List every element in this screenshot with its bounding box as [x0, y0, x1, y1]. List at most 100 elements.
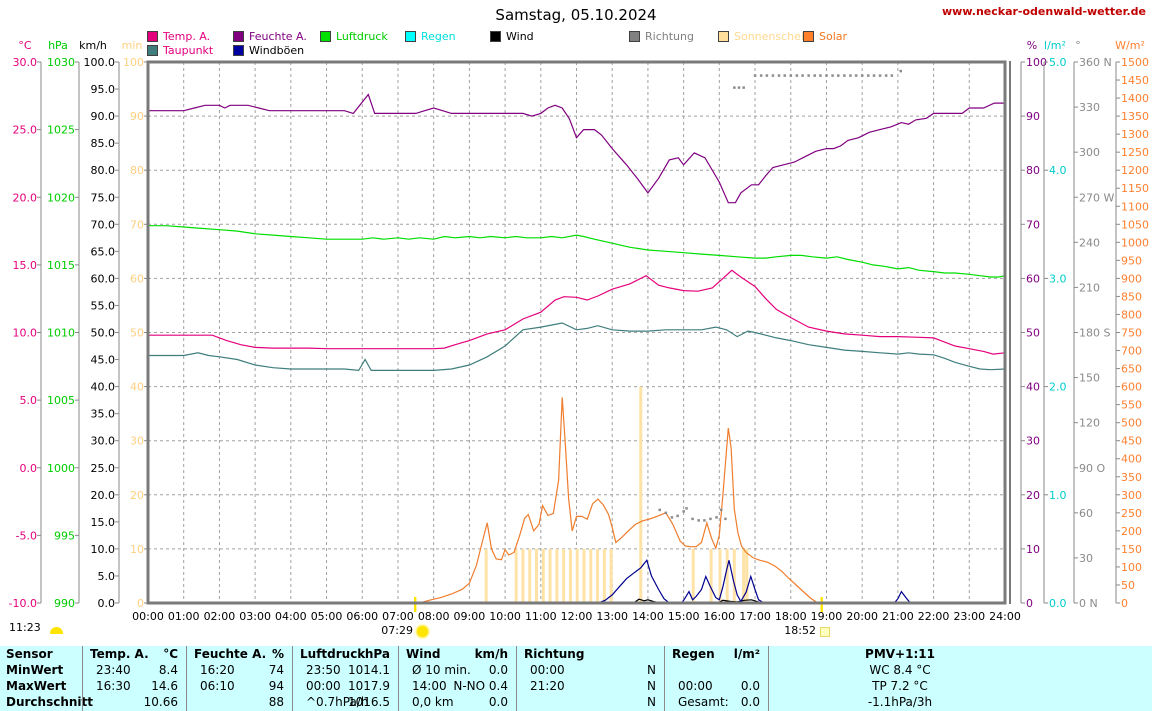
- page-title: Samstag, 05.10.2024: [495, 6, 657, 24]
- axis-tick-label: 80: [1026, 164, 1040, 177]
- legend-label: Temp. A.: [163, 30, 211, 43]
- axis-tick-label: 450: [1121, 435, 1142, 448]
- day-length-label: 11:23: [9, 621, 41, 634]
- axis-tick-label: 500: [1121, 417, 1142, 430]
- series-richtung-dot: [742, 86, 745, 89]
- axis-tick-label: 750: [1121, 327, 1142, 340]
- series-richtung-dot: [783, 74, 786, 77]
- axis-tick-label: 250: [1121, 507, 1142, 520]
- table-cell-time: 00:00: [678, 679, 713, 693]
- table-cell-value: N: [647, 679, 656, 693]
- x-tick-label: 05:00: [311, 610, 343, 623]
- x-tick-label: 09:00: [454, 610, 486, 623]
- series-sonnenschein-bar: [535, 548, 539, 603]
- series-feuchte-a-line: [148, 93, 1005, 204]
- sunrise-sun-icon: [417, 626, 428, 637]
- axis-header-kmh: km/h: [79, 39, 107, 52]
- axis-tick-label: 330: [1079, 101, 1100, 114]
- legend-label: Taupunkt: [163, 44, 214, 57]
- table-cell-value: 0.0: [488, 663, 508, 677]
- axis-tick-label: 1050: [1121, 218, 1149, 231]
- table-cell-time: 0,0 km: [412, 695, 454, 709]
- series-richtung-dot: [709, 517, 712, 521]
- table-cell-value: 94: [268, 679, 284, 693]
- axis-header-wm2: W/m²: [1115, 39, 1145, 52]
- axis-tick-label: 80: [130, 164, 144, 177]
- table-row-label: Durchschnitt: [6, 695, 94, 709]
- axis-tick-label: 5.0: [98, 570, 116, 583]
- table-header-unit: km/h: [474, 647, 508, 661]
- series-richtung-dot: [837, 74, 840, 77]
- windboeen-swatch-icon: [233, 45, 244, 56]
- series-sonnenschein-bar: [732, 548, 736, 603]
- axis-tick-label: 5.0: [1049, 56, 1067, 69]
- x-tick-label: 22:00: [918, 610, 950, 623]
- x-tick-label: 21:00: [882, 610, 914, 623]
- table-cell-time: 00:00: [530, 663, 565, 677]
- axis-tick-label: 1400: [1121, 92, 1149, 105]
- regen-swatch-icon: [405, 31, 416, 42]
- series-richtung-dot: [737, 86, 741, 89]
- axis-tick-label: 120: [1079, 417, 1100, 430]
- sunset-time-label: 18:52: [784, 624, 816, 637]
- axis-tick-label: 30: [1026, 435, 1040, 448]
- x-tick-label: 06:00: [346, 610, 378, 623]
- axis-tick-label: 210: [1079, 281, 1100, 294]
- axis-header-hpa: hPa: [48, 39, 68, 52]
- series-richtung-dot: [899, 69, 903, 73]
- axis-tick-label: 1030: [47, 56, 75, 69]
- website-link[interactable]: www.neckar-odenwald-wetter.de: [942, 5, 1146, 18]
- series-sonnenschein-bar: [582, 548, 586, 603]
- table-cell-time: 23:40: [96, 663, 131, 677]
- axis-tick-label: 10.0: [13, 327, 38, 340]
- table-cell-value: 14.6: [151, 679, 178, 693]
- axis-header-min: min: [122, 39, 143, 52]
- axis-tick-label: 85.0: [91, 137, 116, 150]
- axis-tick-label: 400: [1121, 453, 1142, 466]
- table-separator: [516, 646, 517, 711]
- x-tick-label: 18:00: [775, 610, 807, 623]
- axis-tick-label: 300: [1121, 489, 1142, 502]
- legend-label: Luftdruck: [336, 30, 388, 43]
- series-richtung-dot: [777, 74, 781, 77]
- legend-item-wind: Wind: [490, 30, 534, 43]
- series-richtung-dot: [753, 74, 757, 77]
- x-tick-label: 19:00: [811, 610, 843, 623]
- series-richtung-dot: [724, 517, 727, 521]
- series-richtung-dot: [801, 74, 804, 77]
- axis-tick-label: 55.0: [91, 299, 116, 312]
- table-cell: -1.1hPa/3h: [867, 695, 933, 709]
- legend-label: Solar: [819, 30, 848, 43]
- sunset-icon: [820, 627, 830, 637]
- axis-tick-label: 0 N: [1079, 597, 1098, 610]
- table-cell-time: 06:10: [200, 679, 235, 693]
- table-cell-value: 1016.5: [348, 695, 390, 709]
- series-sonnenschein-bar: [484, 548, 488, 603]
- axis-tick-label: 50: [1026, 327, 1040, 340]
- series-richtung-dot: [733, 86, 736, 89]
- axis-tick-label: 60: [1026, 272, 1040, 285]
- series-richtung-dot: [685, 507, 688, 510]
- legend-item-sonnenschein: Sonnenschein: [718, 30, 811, 43]
- legend-label: Regen: [421, 30, 456, 43]
- plot-frame: [146, 60, 1007, 605]
- axis-tick-label: 180 S: [1079, 327, 1110, 340]
- table-cell-time: 16:30: [96, 679, 131, 693]
- x-tick-label: 04:00: [275, 610, 307, 623]
- sunrise-time-label: 07:29: [381, 624, 413, 637]
- table-cell-time: 16:20: [200, 663, 235, 677]
- series-taupunkt-line: [148, 322, 1006, 372]
- series-solar-line: [419, 397, 820, 604]
- axis-tick-label: 50: [130, 327, 144, 340]
- axis-tick-label: 1350: [1121, 110, 1149, 123]
- axis-tick-label: 40: [1026, 381, 1040, 394]
- axis-tick-label: 20.0: [13, 191, 38, 204]
- series-richtung-dot: [664, 511, 668, 515]
- table-cell-time: 21:20: [530, 679, 565, 693]
- table-header: Richtung: [524, 647, 585, 661]
- axis-tick-label: 600: [1121, 381, 1142, 394]
- table-header: Temp. A.: [90, 647, 149, 661]
- axis-tick-label: 1000: [47, 462, 75, 475]
- axis-tick-label: 70: [1026, 218, 1040, 231]
- axis-tick-label: 650: [1121, 363, 1142, 376]
